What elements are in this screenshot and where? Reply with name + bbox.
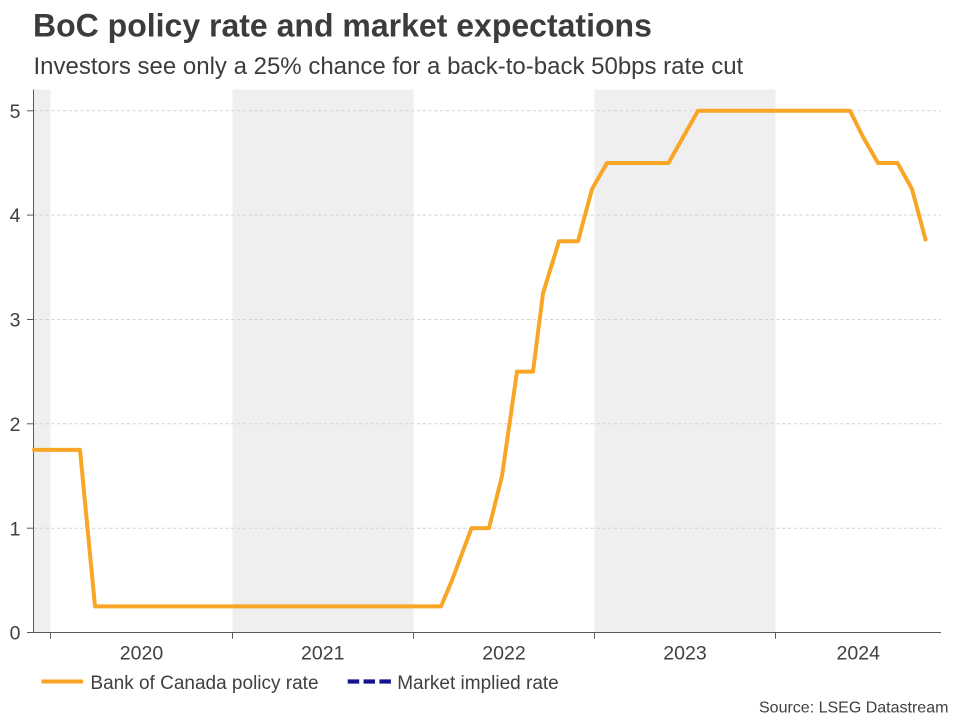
svg-text:2: 2 (10, 414, 21, 436)
svg-text:2023: 2023 (663, 643, 706, 665)
svg-text:5: 5 (10, 101, 21, 123)
svg-text:Source: LSEG Datastream: Source: LSEG Datastream (759, 700, 948, 717)
svg-text:Bank of Canada policy rate: Bank of Canada policy rate (90, 673, 318, 694)
svg-text:0: 0 (10, 623, 21, 645)
svg-text:2024: 2024 (837, 643, 881, 665)
svg-text:BoC policy rate and market exp: BoC policy rate and market expectations (33, 8, 652, 44)
svg-text:2021: 2021 (301, 643, 344, 665)
svg-text:Market implied rate: Market implied rate (397, 673, 559, 694)
svg-text:3: 3 (10, 310, 21, 332)
svg-text:2022: 2022 (482, 643, 525, 665)
svg-text:2020: 2020 (120, 643, 164, 665)
svg-text:1: 1 (10, 518, 21, 540)
svg-text:Investors see only a 25% chanc: Investors see only a 25% chance for a ba… (34, 53, 744, 80)
svg-text:4: 4 (10, 205, 21, 227)
